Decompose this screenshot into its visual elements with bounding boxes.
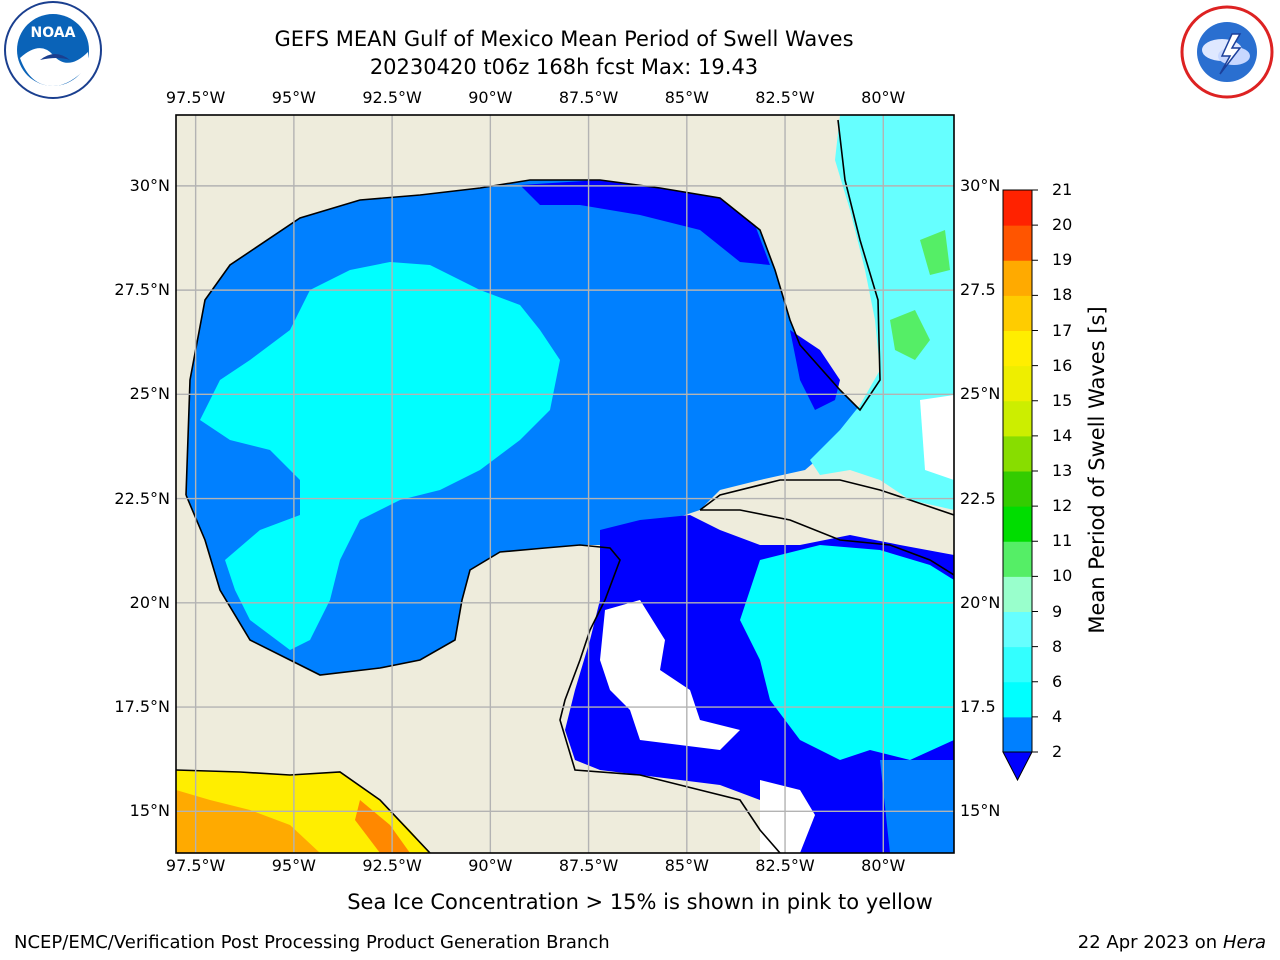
lat-tick-left-1: 27.5°N <box>114 280 170 300</box>
colorbar-tick-11: 10 <box>1052 566 1073 586</box>
credit-text: NCEP/EMC/Verification Post Processing Pr… <box>14 932 610 953</box>
colorbar-tick-13: 8 <box>1052 636 1063 656</box>
lat-tick-right-6: 15°N <box>960 801 1001 821</box>
lon-tick-bottom-3: 90°W <box>468 856 513 875</box>
lon-tick-top-1: 95°W <box>271 88 316 107</box>
lon-tick-top-6: 82.5°W <box>755 88 815 107</box>
colorbar-band-0 <box>1003 716 1032 753</box>
host-label: Hera <box>1222 932 1266 953</box>
colorbar-tick-15: 4 <box>1052 706 1063 726</box>
lat-tick-right-5: 17.5 <box>960 697 996 717</box>
lat-tick-left-2: 25°N <box>129 384 170 404</box>
colorbar-tick-16: 2 <box>1052 742 1063 761</box>
lon-tick-top-0: 97.5°W <box>165 88 226 107</box>
sea-ice-note: Sea Ice Concentration > 15% is shown in … <box>347 890 933 914</box>
gridlines <box>176 115 954 853</box>
lat-tick-right-0: 30°N <box>960 175 1001 195</box>
colorbar-extend-arrow <box>1002 751 1033 782</box>
colorbar-band-4 <box>1003 576 1032 612</box>
colorbar-band-5 <box>1003 541 1032 577</box>
colorbar-tick-1: 20 <box>1052 215 1073 235</box>
colorbar-tick-2: 19 <box>1052 250 1073 270</box>
date-label: 22 Apr 2023 on <box>1077 932 1223 953</box>
colorbar-tick-14: 6 <box>1052 671 1063 691</box>
colorbar-tick-5: 16 <box>1052 355 1073 375</box>
sea-ice-orange <box>176 790 320 853</box>
lon-tick-bottom-4: 87.5°W <box>558 856 619 875</box>
colorbar-tick-7: 14 <box>1052 425 1073 445</box>
lon-tick-bottom-0: 97.5°W <box>165 856 226 875</box>
lat-tick-right-1: 27.5 <box>960 280 996 300</box>
lon-tick-bottom-6: 82.5°W <box>755 856 815 875</box>
colorbar-band-14 <box>1003 225 1032 261</box>
colorbar-tick-8: 13 <box>1052 461 1073 480</box>
colorbar-tick-12: 9 <box>1052 601 1063 621</box>
colorbar-band-10 <box>1003 365 1032 402</box>
colorbar-band-7 <box>1003 471 1032 507</box>
colorbar-band-1 <box>1003 681 1032 718</box>
lat-tick-left-0: 30°N <box>129 175 170 195</box>
colorbar-tick-6: 15 <box>1052 390 1073 410</box>
lon-tick-bottom-1: 95°W <box>271 856 316 875</box>
lat-tick-left-4: 20°N <box>129 592 170 612</box>
colorbar-band-8 <box>1003 435 1032 472</box>
colorbar-band-3 <box>1003 611 1032 648</box>
lon-tick-top-2: 92.5°W <box>362 88 422 107</box>
chart-title-line2: 20230420 t06z 168h fcst Max: 19.43 <box>369 55 759 79</box>
colorbar-band-9 <box>1003 400 1032 437</box>
lat-tick-left-6: 15°N <box>129 801 170 821</box>
lat-tick-right-4: 20°N <box>960 592 1001 612</box>
colorbar-tick-0: 21 <box>1052 180 1073 199</box>
lon-tick-top-3: 90°W <box>468 88 513 107</box>
colorbar-band-2 <box>1003 646 1032 683</box>
coastline <box>176 119 954 853</box>
lon-tick-bottom-5: 85°W <box>664 856 709 875</box>
colorbar-tick-4: 17 <box>1052 320 1073 340</box>
colorbar-band-15 <box>1003 190 1032 226</box>
lat-tick-left-5: 17.5°N <box>114 697 170 717</box>
lon-tick-top-5: 85°W <box>664 88 709 107</box>
colorbar-band-11 <box>1003 330 1032 367</box>
ocean-atlantic <box>810 115 954 510</box>
lat-tick-right-2: 25°N <box>960 384 1001 404</box>
colorbar-band-12 <box>1003 295 1032 331</box>
colorbar-label: Mean Period of Swell Waves [s] <box>1085 306 1109 634</box>
lat-tick-right-3: 22.5 <box>960 488 996 508</box>
lat-tick-left-3: 22.5°N <box>114 488 170 508</box>
lon-tick-bottom-7: 80°W <box>861 856 906 875</box>
nws-logo <box>1180 5 1274 99</box>
noaa-logo-text: NOAA <box>31 25 76 41</box>
lon-tick-bottom-2: 92.5°W <box>362 856 422 875</box>
lon-tick-top-4: 87.5°W <box>558 88 619 107</box>
date-text: 22 Apr 2023 on Hera <box>1078 932 1266 953</box>
colorbar-band-6 <box>1003 506 1032 542</box>
map-frame <box>175 114 955 854</box>
colorbar-band-13 <box>1003 260 1032 296</box>
colorbar-tick-3: 18 <box>1052 285 1073 305</box>
lon-tick-top-7: 80°W <box>861 88 906 107</box>
colorbar-tick-9: 12 <box>1052 496 1073 516</box>
chart-title-line1: GEFS MEAN Gulf of Mexico Mean Period of … <box>274 27 854 51</box>
colorbar-tick-10: 11 <box>1052 531 1073 551</box>
ocean-gulf-inner <box>200 262 560 650</box>
noaa-logo: NOAA <box>4 1 102 99</box>
